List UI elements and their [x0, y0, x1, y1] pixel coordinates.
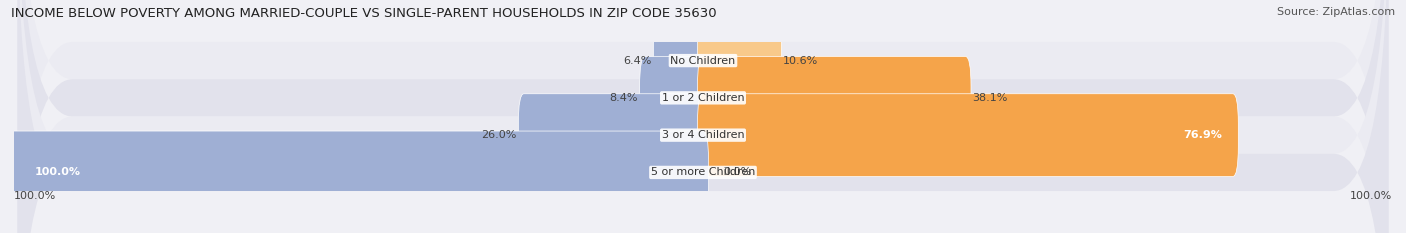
- Text: 10.6%: 10.6%: [783, 56, 818, 65]
- FancyBboxPatch shape: [17, 0, 1389, 233]
- Text: 100.0%: 100.0%: [14, 191, 56, 201]
- FancyBboxPatch shape: [654, 19, 709, 102]
- Text: No Children: No Children: [671, 56, 735, 65]
- Text: 38.1%: 38.1%: [973, 93, 1008, 103]
- FancyBboxPatch shape: [640, 56, 709, 139]
- Text: 3 or 4 Children: 3 or 4 Children: [662, 130, 744, 140]
- FancyBboxPatch shape: [697, 94, 1239, 177]
- Text: 76.9%: 76.9%: [1184, 130, 1222, 140]
- Text: 1 or 2 Children: 1 or 2 Children: [662, 93, 744, 103]
- FancyBboxPatch shape: [697, 19, 782, 102]
- Text: 5 or more Children: 5 or more Children: [651, 168, 755, 177]
- FancyBboxPatch shape: [17, 0, 1389, 233]
- Text: Source: ZipAtlas.com: Source: ZipAtlas.com: [1277, 7, 1395, 17]
- FancyBboxPatch shape: [17, 0, 1389, 233]
- Text: 100.0%: 100.0%: [35, 168, 80, 177]
- FancyBboxPatch shape: [17, 0, 1389, 233]
- Text: INCOME BELOW POVERTY AMONG MARRIED-COUPLE VS SINGLE-PARENT HOUSEHOLDS IN ZIP COD: INCOME BELOW POVERTY AMONG MARRIED-COUPL…: [11, 7, 717, 20]
- Text: 8.4%: 8.4%: [610, 93, 638, 103]
- Text: 0.0%: 0.0%: [724, 168, 752, 177]
- Text: 26.0%: 26.0%: [482, 130, 517, 140]
- FancyBboxPatch shape: [8, 131, 709, 214]
- FancyBboxPatch shape: [519, 94, 709, 177]
- Text: 6.4%: 6.4%: [624, 56, 652, 65]
- Text: 100.0%: 100.0%: [1350, 191, 1392, 201]
- FancyBboxPatch shape: [697, 56, 972, 139]
